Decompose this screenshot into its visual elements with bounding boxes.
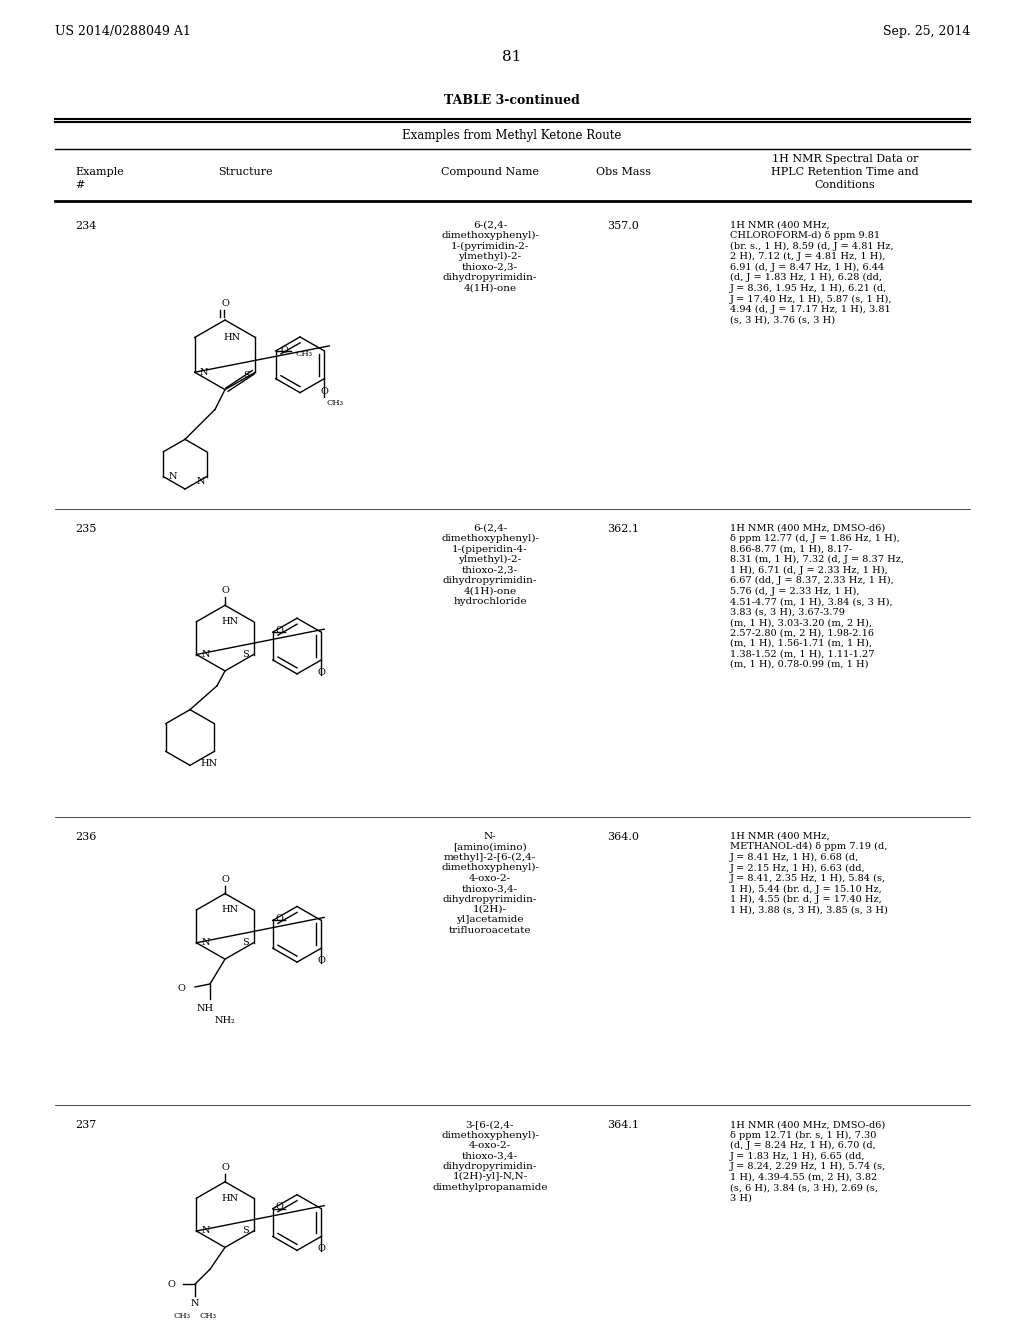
Text: 6-(2,4-
dimethoxyphenyl)-
1-(piperidin-4-
ylmethyl)-2-
thioxo-2,3-
dihydropyrimi: 6-(2,4- dimethoxyphenyl)- 1-(piperidin-4… — [441, 524, 539, 606]
Text: HN: HN — [221, 1193, 239, 1203]
Text: O: O — [281, 346, 289, 355]
Text: 357.0: 357.0 — [607, 220, 639, 231]
Text: US 2014/0288049 A1: US 2014/0288049 A1 — [55, 25, 190, 38]
Text: 234: 234 — [75, 220, 96, 231]
Text: N: N — [168, 473, 177, 480]
Text: O: O — [317, 668, 326, 677]
Text: 6-(2,4-
dimethoxyphenyl)-
1-(pyrimidin-2-
ylmethyl)-2-
thioxo-2,3-
dihydropyrimi: 6-(2,4- dimethoxyphenyl)- 1-(pyrimidin-2… — [441, 220, 539, 293]
Text: N: N — [190, 1299, 200, 1308]
Text: N: N — [202, 1226, 210, 1236]
Text: N: N — [200, 368, 208, 376]
Text: 1H NMR Spectral Data or: 1H NMR Spectral Data or — [772, 154, 919, 164]
Text: CH₃: CH₃ — [296, 350, 312, 358]
Text: CH₃: CH₃ — [200, 1312, 217, 1320]
Text: 235: 235 — [75, 524, 96, 533]
Text: Compound Name: Compound Name — [441, 168, 539, 177]
Text: HPLC Retention Time and: HPLC Retention Time and — [771, 168, 919, 177]
Text: N: N — [202, 939, 210, 948]
Text: 3-[6-(2,4-
dimethoxyphenyl)-
4-oxo-2-
thioxo-3,4-
dihydropyrimidin-
1(2H)-yl]-N,: 3-[6-(2,4- dimethoxyphenyl)- 4-oxo-2- th… — [432, 1121, 548, 1192]
Text: O: O — [221, 586, 229, 595]
Text: O: O — [275, 1203, 284, 1212]
Text: 1H NMR (400 MHz,
METHANOL-d4) δ ppm 7.19 (d,
J = 8.41 Hz, 1 H), 6.68 (d,
J = 2.1: 1H NMR (400 MHz, METHANOL-d4) δ ppm 7.19… — [730, 832, 888, 915]
Text: Obs Mass: Obs Mass — [596, 168, 650, 177]
Text: CH₃: CH₃ — [173, 1312, 190, 1320]
Text: NH: NH — [197, 1005, 214, 1012]
Text: S: S — [244, 371, 250, 380]
Text: O: O — [317, 1245, 326, 1254]
Text: O: O — [221, 300, 229, 308]
Text: Structure: Structure — [218, 168, 272, 177]
Text: O: O — [321, 387, 328, 396]
Text: 1H NMR (400 MHz,
CHLOROFORM-d) δ ppm 9.81
(br. s., 1 H), 8.59 (d, J = 4.81 Hz,
2: 1H NMR (400 MHz, CHLOROFORM-d) δ ppm 9.8… — [730, 220, 894, 325]
Text: HN: HN — [221, 906, 239, 915]
Text: N: N — [202, 649, 210, 659]
Text: 237: 237 — [75, 1121, 96, 1130]
Text: N: N — [197, 477, 205, 486]
Text: 236: 236 — [75, 832, 96, 842]
Text: HN: HN — [201, 759, 218, 768]
Text: Sep. 25, 2014: Sep. 25, 2014 — [883, 25, 970, 38]
Text: O: O — [275, 626, 284, 635]
Text: TABLE 3-continued: TABLE 3-continued — [444, 95, 580, 107]
Text: O: O — [275, 913, 284, 923]
Text: O: O — [317, 956, 326, 965]
Text: Example: Example — [75, 168, 124, 177]
Text: 1H NMR (400 MHz, DMSO-d6)
δ ppm 12.71 (br. s, 1 H), 7.30
(d, J = 8.24 Hz, 1 H), : 1H NMR (400 MHz, DMSO-d6) δ ppm 12.71 (b… — [730, 1121, 886, 1203]
Text: CH₃: CH₃ — [327, 399, 343, 407]
Text: 364.1: 364.1 — [607, 1121, 639, 1130]
Text: NH₂: NH₂ — [215, 1016, 236, 1024]
Text: #: # — [75, 180, 84, 190]
Text: HN: HN — [221, 618, 239, 626]
Text: 81: 81 — [503, 50, 521, 63]
Text: O: O — [177, 985, 185, 994]
Text: N-
[amino(imino)
methyl]-2-[6-(2,4-
dimethoxyphenyl)-
4-oxo-2-
thioxo-3,4-
dihyd: N- [amino(imino) methyl]-2-[6-(2,4- dime… — [441, 832, 539, 935]
Text: S: S — [242, 1226, 249, 1236]
Text: O: O — [167, 1279, 175, 1288]
Text: Conditions: Conditions — [815, 180, 876, 190]
Text: 362.1: 362.1 — [607, 524, 639, 533]
Text: Examples from Methyl Ketone Route: Examples from Methyl Ketone Route — [402, 129, 622, 143]
Text: O: O — [221, 875, 229, 883]
Text: 364.0: 364.0 — [607, 832, 639, 842]
Text: O: O — [221, 1163, 229, 1172]
Text: S: S — [242, 649, 249, 659]
Text: HN: HN — [223, 333, 241, 342]
Text: 1H NMR (400 MHz, DMSO-d6)
δ ppm 12.77 (d, J = 1.86 Hz, 1 H),
8.66-8.77 (m, 1 H),: 1H NMR (400 MHz, DMSO-d6) δ ppm 12.77 (d… — [730, 524, 904, 669]
Text: S: S — [242, 939, 249, 948]
